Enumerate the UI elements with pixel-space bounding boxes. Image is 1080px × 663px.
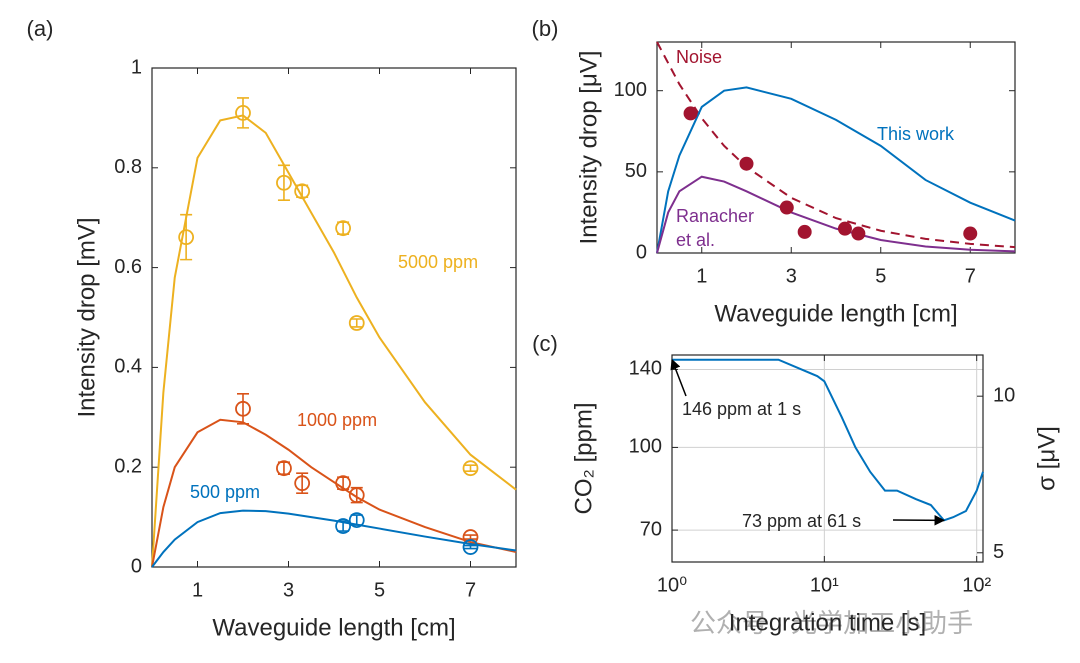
error-bar [464,544,477,550]
data-point [851,226,866,241]
data-point [797,224,812,239]
data-point [276,460,292,477]
line [672,358,984,522]
data-point [178,229,195,246]
fit-curve [151,418,517,568]
error-bar [337,221,350,235]
data-point [294,183,311,200]
data-point [837,221,852,236]
error-bar [464,464,477,472]
error-bar [350,318,363,328]
y-axis-label: Intensity drop [μV] [575,51,602,245]
panel-label: (b) [532,16,559,41]
x-tick-label: 5 [374,579,385,601]
y-tick-label: 140 [629,358,662,380]
y-tick-label: 100 [614,79,647,101]
data-point [683,106,698,121]
data-point [348,512,365,528]
data-point [335,220,352,237]
series-label: Noise [676,47,722,67]
data-point [963,226,978,241]
data-point [335,518,352,534]
x-tick-label: 3 [283,579,294,601]
data-point [779,200,794,215]
y-tick-label: 70 [640,518,662,540]
series-label: 5000 ppm [398,252,478,272]
error-bar [337,476,350,490]
line [656,86,1016,254]
data-point [294,475,311,492]
plot-frame [656,41,1016,254]
series-label: 500 ppm [190,482,260,502]
y-tick-label: 1 [131,56,142,78]
x-tick-label: 3 [786,265,797,287]
watermark: 公众号 · 光学加工小助手 [690,608,973,638]
x-tick-label: 10¹ [810,574,839,596]
data-point [462,539,479,555]
data-point [739,156,754,171]
y-tick-label: 0 [636,241,647,263]
series-label: 1000 ppm [297,410,377,430]
y-axis-label: CO₂ [ppm] [570,402,597,514]
data-point [462,460,479,477]
annotation: 146 ppm at 1 s [682,399,801,419]
error-bar [464,534,477,540]
x-tick-label: 7 [965,265,976,287]
x-axis-label: Waveguide length [cm] [714,300,957,327]
annotation-arrow [670,358,687,397]
panel-label: (a) [27,16,54,41]
line [656,41,1016,249]
x-tick-label: 5 [875,265,886,287]
series-label: This work [877,124,955,144]
error-bar [180,213,193,261]
panel-label: (c) [532,331,558,356]
x-axis-label: Integration time [s] [729,609,926,636]
y2-axis-label: σ [μV] [1033,426,1060,491]
y-axis-label: Intensity drop [mV] [73,217,100,417]
plot-frame [151,67,517,568]
y-tick-label: 0 [131,555,142,577]
y-tick-label: 0.2 [114,455,142,477]
fit-curve [151,509,517,568]
data-point [235,105,251,121]
data-point [335,475,352,492]
error-bar [277,164,290,202]
error-bar [237,97,249,129]
annotation: 73 ppm at 61 s [742,511,861,531]
y-tick-label: 0.8 [114,156,142,178]
y2-tick-label: 5 [993,541,1004,563]
y-tick-label: 50 [625,160,647,182]
error-bar [237,393,249,425]
series-label: Ranacher et al. [676,206,754,250]
data-point [348,315,365,331]
x-tick-label: 7 [465,579,476,601]
x-tick-label: 1 [696,265,707,287]
x-axis-label: Waveguide length [cm] [212,614,455,641]
error-bar [277,461,290,475]
y-tick-label: 0.6 [114,256,142,278]
plot-frame [671,354,984,563]
x-tick-label: 10² [962,574,991,596]
x-tick-label: 1 [192,579,203,601]
y-tick-label: 0.4 [114,356,142,378]
fit-curve [151,114,517,568]
y-tick-label: 100 [629,436,662,458]
line [656,175,1016,254]
data-point [235,400,251,417]
x-tick-label: 10⁰ [657,574,687,596]
data-point [348,487,365,504]
data-point [276,174,292,191]
y2-tick-label: 10 [993,384,1015,406]
